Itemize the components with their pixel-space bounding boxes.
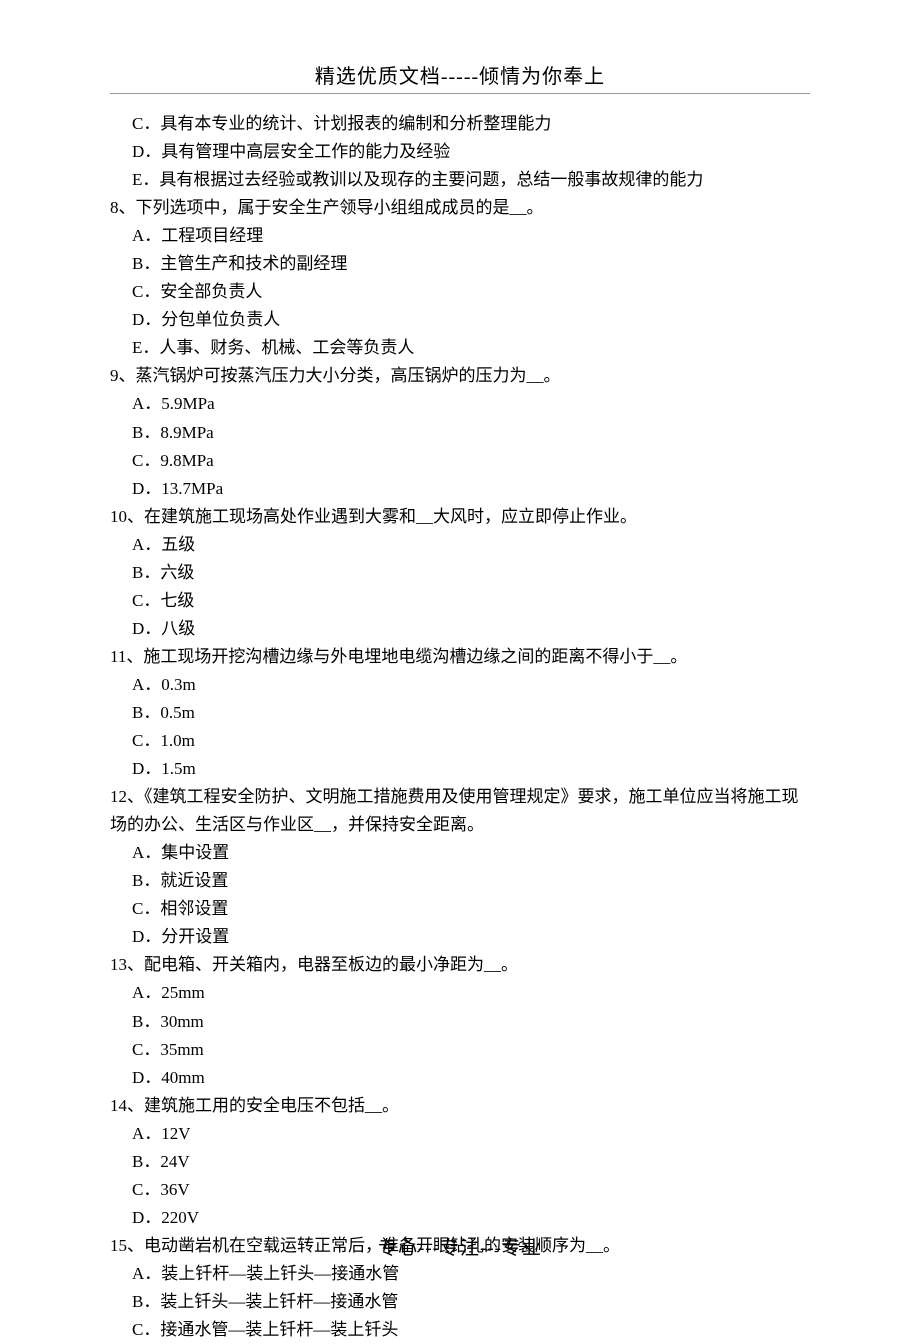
option-line: D．分包单位负责人 — [110, 306, 810, 334]
option-line: D．八级 — [110, 615, 810, 643]
question-line: 12、《建筑工程安全防护、文明施工措施费用及使用管理规定》要求，施工单位应当将施… — [110, 783, 810, 839]
option-line: C．具有本专业的统计、计划报表的编制和分析整理能力 — [110, 110, 810, 138]
option-line: C．35mm — [110, 1036, 810, 1064]
document-content: C．具有本专业的统计、计划报表的编制和分析整理能力D．具有管理中高层安全工作的能… — [110, 110, 810, 1344]
question-line: 11、施工现场开挖沟槽边缘与外电埋地电缆沟槽边缘之间的距离不得小于__。 — [110, 643, 810, 671]
question-line: 14、建筑施工用的安全电压不包括__。 — [110, 1092, 810, 1120]
option-line: D．分开设置 — [110, 923, 810, 951]
option-line: B．30mm — [110, 1008, 810, 1036]
option-line: C．1.0m — [110, 727, 810, 755]
option-line: E．人事、财务、机械、工会等负责人 — [110, 334, 810, 362]
option-line: B．0.5m — [110, 699, 810, 727]
question-line: 8、下列选项中，属于安全生产领导小组组成成员的是__。 — [110, 194, 810, 222]
header-divider — [110, 93, 810, 94]
option-line: D．40mm — [110, 1064, 810, 1092]
option-line: C．安全部负责人 — [110, 278, 810, 306]
option-line: A．5.9MPa — [110, 390, 810, 418]
option-line: C．36V — [110, 1176, 810, 1204]
option-line: A．集中设置 — [110, 839, 810, 867]
option-line: A．装上钎杆—装上钎头—接通水管 — [110, 1260, 810, 1288]
option-line: C．接通水管—装上钎杆—装上钎头 — [110, 1316, 810, 1344]
option-line: B．六级 — [110, 559, 810, 587]
option-line: A．五级 — [110, 531, 810, 559]
option-line: E．具有根据过去经验或教训以及现存的主要问题，总结一般事故规律的能力 — [110, 166, 810, 194]
option-line: D．1.5m — [110, 755, 810, 783]
option-line: D．220V — [110, 1204, 810, 1232]
option-line: B．8.9MPa — [110, 419, 810, 447]
option-line: D．具有管理中高层安全工作的能力及经验 — [110, 138, 810, 166]
option-line: A．0.3m — [110, 671, 810, 699]
option-line: A．25mm — [110, 979, 810, 1007]
option-line: A．12V — [110, 1120, 810, 1148]
option-line: C．相邻设置 — [110, 895, 810, 923]
option-line: C．七级 — [110, 587, 810, 615]
option-line: C．9.8MPa — [110, 447, 810, 475]
question-line: 10、在建筑施工现场高处作业遇到大雾和__大风时，应立即停止作业。 — [110, 503, 810, 531]
option-line: B．主管生产和技术的副经理 — [110, 250, 810, 278]
option-line: B．就近设置 — [110, 867, 810, 895]
question-line: 9、蒸汽锅炉可按蒸汽压力大小分类，高压锅炉的压力为__。 — [110, 362, 810, 390]
page-header: 精选优质文档-----倾情为你奉上 — [110, 60, 810, 89]
page-footer: 专心---专注---专业 — [0, 1233, 920, 1260]
option-line: B．24V — [110, 1148, 810, 1176]
option-line: D．13.7MPa — [110, 475, 810, 503]
question-line: 13、配电箱、开关箱内，电器至板边的最小净距为__。 — [110, 951, 810, 979]
option-line: A．工程项目经理 — [110, 222, 810, 250]
